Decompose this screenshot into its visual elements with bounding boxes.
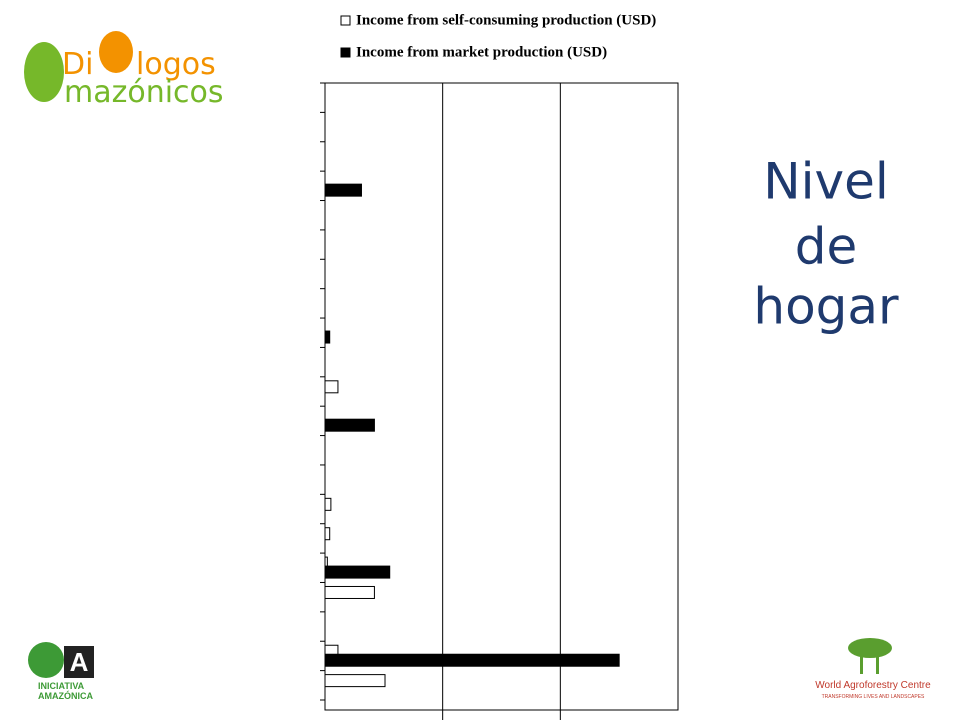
title-line: Nivel (763, 153, 889, 211)
bar (324, 565, 391, 579)
logo-text: World Agroforestry Centre (815, 680, 931, 691)
legend-swatch (340, 47, 351, 58)
logo-text: INICIATIVA (38, 681, 85, 691)
bar (324, 183, 362, 197)
svg-text:A: A (70, 647, 89, 677)
bar (324, 585, 375, 599)
title-line: hogar (753, 278, 899, 336)
logo-icraf: World Agroforestry Centre TRANSFORMING L… (815, 638, 931, 700)
bar (324, 330, 331, 344)
bar (324, 497, 332, 511)
legend-swatch (340, 15, 351, 26)
logo-text: mazónicos (64, 75, 224, 110)
logo-dialogos: Di logos mazónicos (24, 31, 224, 110)
logo-iniciativa: A INICIATIVA AMAZÓNICA (28, 642, 94, 701)
bar (324, 653, 620, 667)
bar (324, 380, 339, 394)
bar (324, 418, 375, 432)
title-line: de (795, 218, 858, 276)
chart: Income from self-consuming production (U… (320, 12, 679, 720)
bar (324, 674, 386, 688)
plot-frame (324, 82, 679, 711)
logo-text: Di (62, 47, 93, 82)
legend-label: Income from self-consuming production (U… (356, 12, 656, 28)
logo-text: AMAZÓNICA (38, 690, 93, 701)
logo-text: TRANSFORMING LIVES AND LANDSCAPES (822, 694, 925, 700)
logo-text: logos (136, 47, 216, 82)
legend-label: Income from market production (USD) (356, 44, 607, 60)
bar (324, 527, 331, 541)
